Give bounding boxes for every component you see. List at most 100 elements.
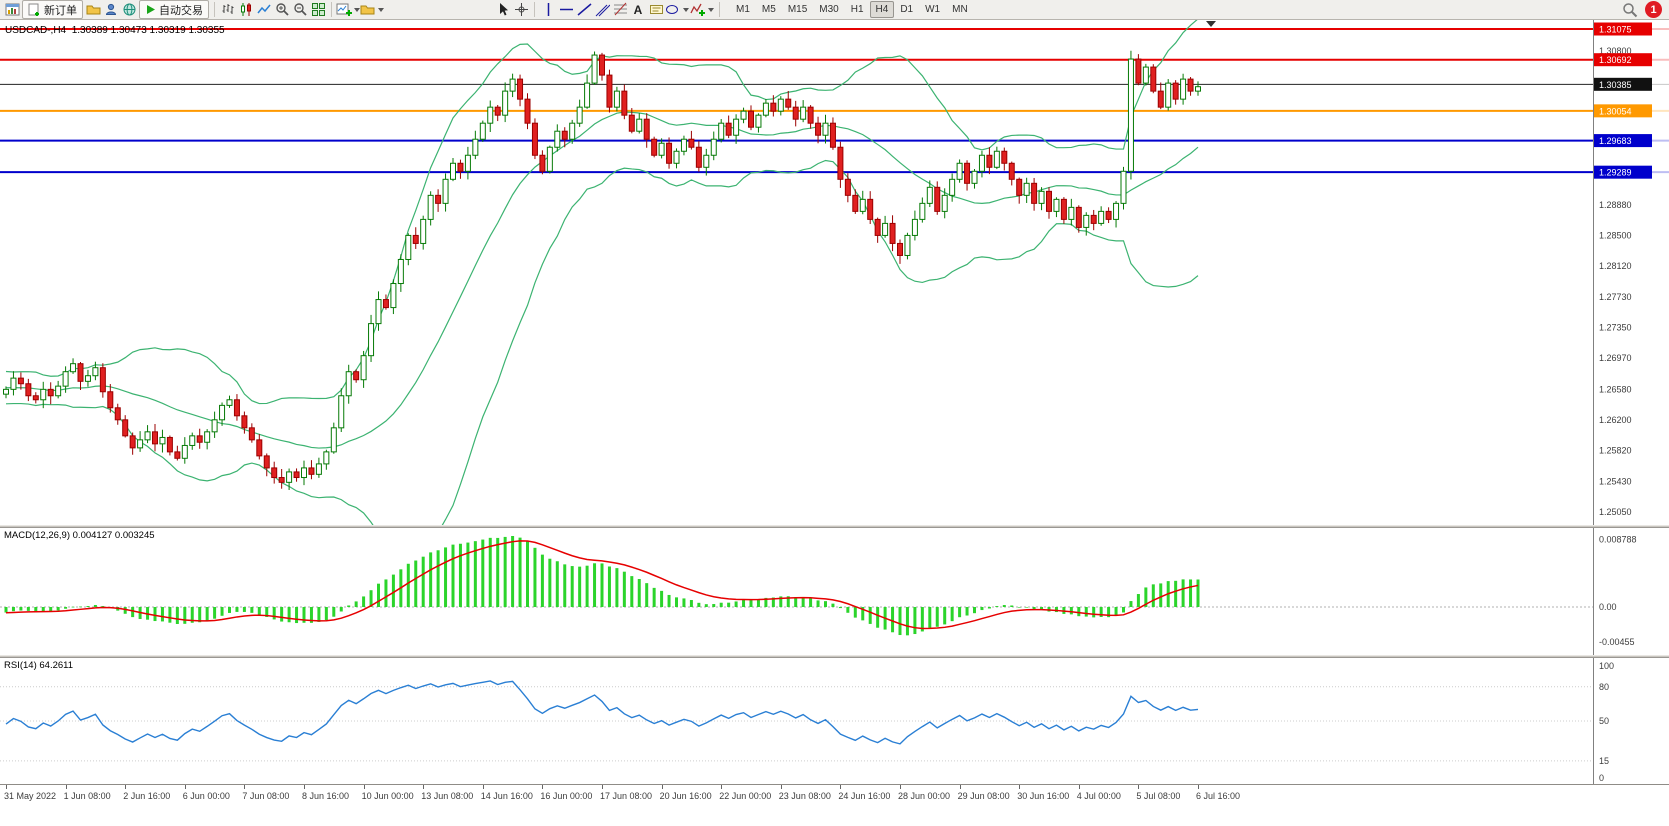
svg-text:1.26200: 1.26200 [1599, 415, 1632, 425]
dropdown-caret [708, 7, 714, 12]
time-axis-label: 6 Jun 00:00 [182, 791, 230, 801]
horizontal-line-icon[interactable] [557, 1, 575, 19]
timeframe-H4[interactable]: H4 [869, 1, 895, 18]
search-icon[interactable] [1621, 1, 1639, 19]
time-tick [721, 785, 723, 789]
time-axis-label: 31 May 2022 [4, 791, 57, 801]
svg-text:-0.00455: -0.00455 [1599, 637, 1635, 647]
channel-icon[interactable] [593, 1, 611, 19]
zoom-out-icon[interactable] [291, 1, 309, 19]
svg-text:1.26580: 1.26580 [1599, 384, 1632, 394]
main-price-chart[interactable]: 1.30800 1.28880 1.28500 1.28120 1.27730 1.273… [0, 20, 1669, 525]
notification-badge[interactable]: 1 [1645, 1, 1662, 18]
indicators-icon[interactable] [689, 1, 715, 19]
new-chart-icon[interactable] [336, 1, 360, 19]
svg-text:0.00: 0.00 [1599, 602, 1617, 612]
auto-trading-button[interactable]: 自动交易 [139, 0, 209, 19]
time-axis-label: 30 Jun 16:00 [1017, 791, 1070, 801]
time-tick [1138, 785, 1140, 789]
play-icon [145, 4, 156, 15]
macd-panel[interactable]: 0.008788 0.00 -0.00455 [0, 528, 1669, 655]
trendline-icon[interactable] [575, 1, 593, 19]
rsi-panel[interactable]: 100 80 50 15 0 [0, 658, 1669, 784]
tile-windows-icon[interactable] [309, 1, 327, 19]
toolbar-separator [214, 2, 215, 17]
bar-chart-icon[interactable] [219, 1, 237, 19]
ohlc-values: 1.30389 1.30473 1.30319 1.30355 [71, 25, 225, 36]
profile-icon[interactable] [102, 1, 120, 19]
macd-signal-line [5, 540, 1199, 630]
time-tick [1198, 785, 1199, 789]
time-tick [661, 785, 663, 789]
svg-text:1.28880: 1.28880 [1599, 200, 1632, 210]
cursor-icon[interactable] [494, 1, 512, 19]
rsi-line [5, 680, 1199, 745]
crosshair-icon[interactable] [512, 1, 530, 19]
fibonacci-icon[interactable] [611, 1, 629, 19]
text-tool-glyph: A [633, 2, 643, 17]
svg-text:50: 50 [1599, 716, 1609, 726]
svg-text:1.30692: 1.30692 [1599, 55, 1632, 65]
svg-text:1.31075: 1.31075 [1599, 25, 1632, 35]
panel-separator[interactable] [0, 525, 1669, 528]
time-tick [959, 785, 961, 789]
timeframe-M30[interactable]: M30 [819, 4, 839, 15]
time-tick [1078, 785, 1080, 789]
time-axis-label: 23 Jun 08:00 [778, 791, 831, 801]
svg-text:1.30385: 1.30385 [1599, 80, 1632, 90]
svg-text:1.28500: 1.28500 [1599, 230, 1632, 240]
new-order-button[interactable]: 新订单 [22, 0, 83, 19]
svg-text:0.008788: 0.008788 [1599, 534, 1637, 544]
time-tick [363, 785, 365, 789]
timeframe-H1[interactable]: H1 [850, 4, 864, 15]
shapes-icon[interactable] [665, 1, 689, 19]
time-tick [542, 785, 544, 789]
timeframe-W1[interactable]: W1 [925, 4, 941, 15]
timeframe-bar: M1 M5 M15 M30 H1 H4 D1 W1 MN [730, 1, 974, 18]
terminal-icon[interactable] [3, 1, 21, 19]
time-tick [6, 785, 7, 789]
text-tool-icon[interactable]: A [629, 1, 647, 19]
timeframe-M5[interactable]: M5 [761, 4, 776, 15]
auto-trading-label: 自动交易 [159, 4, 203, 17]
zoom-in-icon[interactable] [273, 1, 291, 19]
macd-main-value: 0.004127 [72, 530, 113, 541]
chart-shift-marker [1206, 21, 1216, 27]
new-order-icon [28, 3, 41, 16]
time-tick [125, 785, 127, 789]
time-axis-label: 17 Jun 08:00 [600, 791, 653, 801]
svg-text:80: 80 [1599, 682, 1609, 692]
svg-text:1.25820: 1.25820 [1599, 445, 1632, 455]
time-axis-label: 6 Jul 16:00 [1196, 791, 1241, 801]
time-axis-label: 2 Jun 16:00 [123, 791, 171, 801]
time-tick [1019, 785, 1021, 789]
timeframe-M15[interactable]: M15 [787, 4, 808, 15]
time-axis[interactable]: 31 May 2022 1 Jun 08:00 2 Jun 16:00 6 Jun 0… [0, 784, 1669, 807]
line-chart-icon[interactable] [255, 1, 273, 19]
timeframe-D1[interactable]: D1 [900, 4, 914, 15]
price-badge: 1.29289 [1594, 165, 1652, 179]
vertical-line-icon[interactable] [539, 1, 557, 19]
time-axis-label: 8 Jun 16:00 [302, 791, 350, 801]
time-tick [840, 785, 842, 789]
price-badge: 1.30054 [1594, 104, 1652, 118]
chart-profiles-icon[interactable] [360, 1, 384, 19]
globe-icon[interactable] [120, 1, 138, 19]
time-tick [423, 785, 425, 789]
rsi-value: 64.2611 [39, 660, 74, 671]
time-tick [244, 785, 246, 789]
price-axis-labels: 1.30800 1.28880 1.28500 1.28120 1.27730 1.273… [1599, 46, 1632, 517]
time-axis-label: 5 Jul 08:00 [1136, 791, 1181, 801]
svg-text:1.28120: 1.28120 [1599, 261, 1632, 271]
chart-title: USDCAD-,H4 1.30389 1.30473 1.30319 1.303… [5, 25, 225, 36]
time-axis-label: 22 Jun 00:00 [719, 791, 772, 801]
timeframe-M1[interactable]: M1 [736, 4, 750, 15]
label-icon[interactable] [647, 1, 665, 19]
toolbar: 新订单 自动交易 [0, 0, 1669, 20]
time-axis-label: 28 Jun 00:00 [898, 791, 951, 801]
candlestick-chart-icon[interactable] [237, 1, 255, 19]
panel-separator[interactable] [0, 655, 1669, 658]
time-axis-label: 24 Jun 16:00 [838, 791, 891, 801]
folder-icon[interactable] [84, 1, 102, 19]
timeframe-MN[interactable]: MN [952, 4, 968, 15]
